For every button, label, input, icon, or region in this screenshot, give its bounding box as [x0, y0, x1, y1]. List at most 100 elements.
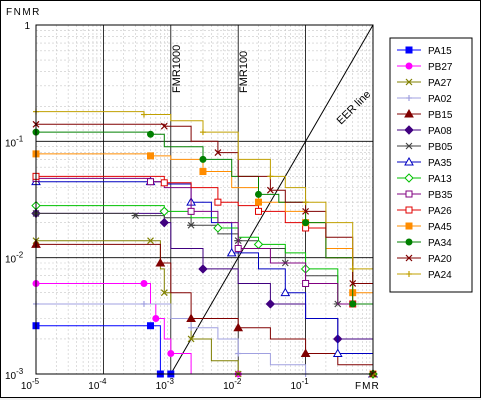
marker-triangle — [300, 348, 311, 358]
series-line-pa02 — [36, 303, 307, 374]
marker-x — [160, 122, 168, 130]
legend-item-pa26: PA26 — [397, 206, 452, 217]
legend-label-pb35: PB35 — [428, 190, 453, 201]
x-tick-label: 10-4 — [88, 377, 107, 392]
legend-label-pa20: PA20 — [428, 254, 452, 265]
y-tick-base: 10 — [5, 138, 17, 149]
legend-label-pa24: PA24 — [428, 270, 452, 281]
x-tick-exponent: -2 — [234, 377, 242, 386]
marker-asterisk — [405, 142, 413, 150]
marker-circle — [254, 190, 262, 198]
y-tick-base: 10 — [5, 255, 17, 266]
marker-asterisk — [187, 221, 196, 229]
marker-diamond-open — [213, 223, 223, 233]
legend-item-pa45: PA45 — [397, 222, 452, 233]
marker-diamond — [198, 264, 208, 274]
eer-line — [170, 24, 374, 375]
annotation-fmr100: FMR100 — [238, 51, 250, 93]
marker-x — [349, 280, 357, 287]
legend-item-pa24: PA24 — [397, 270, 452, 281]
legend-item-pa20: PA20 — [397, 254, 452, 265]
legend-item-pb35: PB35 — [397, 190, 453, 201]
y-tick-base: 10 — [5, 371, 17, 382]
legend-item-pa27: PA27 — [397, 78, 452, 89]
marker-triangle-open — [226, 247, 237, 257]
marker-x — [266, 186, 274, 194]
x-tick-exponent: -5 — [32, 377, 40, 386]
marker-x — [405, 254, 413, 262]
legend: PA15 PB27 PA27 PA02 PB15 PA08 PB05 PA35 PA13 PB35… — [389, 37, 473, 293]
legend-label-pa35: PA35 — [428, 158, 452, 169]
x-tick-exponent: -3 — [167, 377, 175, 386]
marker-square — [254, 198, 262, 206]
legend-label-pb27: PB27 — [428, 62, 453, 73]
marker-plus — [406, 95, 412, 101]
marker-triangle — [186, 313, 196, 322]
marker-square-open — [405, 190, 413, 198]
series-pb27 — [32, 279, 242, 378]
annotation-fmr1000: FMR1000 — [171, 45, 183, 93]
marker-x-stroke — [160, 122, 168, 130]
marker-triangle-open — [332, 348, 343, 358]
series-group — [31, 108, 378, 379]
y-tick-label: 10-2 — [5, 251, 24, 266]
marker-square-open — [187, 207, 195, 215]
marker-x-stroke — [349, 280, 357, 287]
marker-circle — [349, 300, 357, 308]
legend-label-pa02: PA02 — [428, 94, 452, 105]
x-tick-label: 10-3 — [156, 377, 175, 392]
marker-square-open — [254, 207, 262, 215]
marker-square — [199, 168, 207, 176]
y-tick-exponent: -1 — [16, 134, 24, 143]
marker-plus — [140, 300, 147, 307]
plot-area — [36, 25, 373, 374]
marker-x-stroke — [147, 237, 154, 245]
marker-x — [302, 207, 310, 215]
x-tick-base: 10 — [290, 381, 302, 392]
legend-item-pa35: PA35 — [397, 156, 452, 169]
marker-circle — [167, 350, 175, 358]
marker-square-open — [405, 206, 413, 214]
marker-circle — [140, 279, 148, 287]
legend-box — [389, 37, 473, 293]
legend-label-pb15: PB15 — [428, 110, 453, 121]
marker-circle — [405, 62, 413, 70]
marker-diamond — [404, 125, 414, 135]
x-tick-exponent: -4 — [99, 377, 107, 386]
x-tick-base: 10 — [223, 381, 235, 392]
legend-label-pa26: PA26 — [428, 206, 452, 217]
marker-square-open — [302, 279, 310, 287]
series-pa24 — [33, 108, 376, 377]
x-tick-base: 10 — [88, 381, 100, 392]
marker-square-open — [160, 179, 168, 187]
legend-item-pa13: PA13 — [397, 173, 452, 185]
y-tick-label: 10-1 — [5, 134, 24, 149]
marker-x — [160, 289, 168, 297]
y-tick-label: 1 — [24, 21, 30, 32]
x-tick-label: 10-2 — [223, 377, 242, 392]
marker-asterisk — [131, 212, 140, 219]
legend-label-pa45: PA45 — [428, 222, 452, 233]
series-line-pa34 — [36, 131, 374, 374]
marker-plus — [349, 265, 356, 272]
legend-label-pa13: PA13 — [428, 174, 452, 185]
marker-x-stroke — [187, 335, 195, 343]
x-tick-label: 10-1 — [290, 377, 309, 392]
y-tick-exponent: -2 — [16, 251, 24, 260]
series-line-pa24 — [36, 111, 374, 374]
legend-label-pa15: PA15 — [428, 46, 452, 57]
y-axis-title: FNMR — [6, 7, 41, 18]
marker-x-stroke — [405, 254, 413, 262]
marker-diamond — [265, 299, 276, 309]
x-axis-title: FMR — [355, 381, 380, 392]
legend-item-pa08: PA08 — [397, 125, 452, 137]
marker-square — [405, 46, 413, 54]
series-line-pa20 — [36, 123, 374, 374]
marker-diamond — [159, 217, 169, 228]
marker-circle — [199, 155, 207, 163]
marker-square — [405, 222, 413, 230]
marker-x — [187, 335, 195, 343]
legend-item-pb05: PB05 — [397, 142, 453, 153]
marker-triangle-open — [404, 156, 414, 166]
